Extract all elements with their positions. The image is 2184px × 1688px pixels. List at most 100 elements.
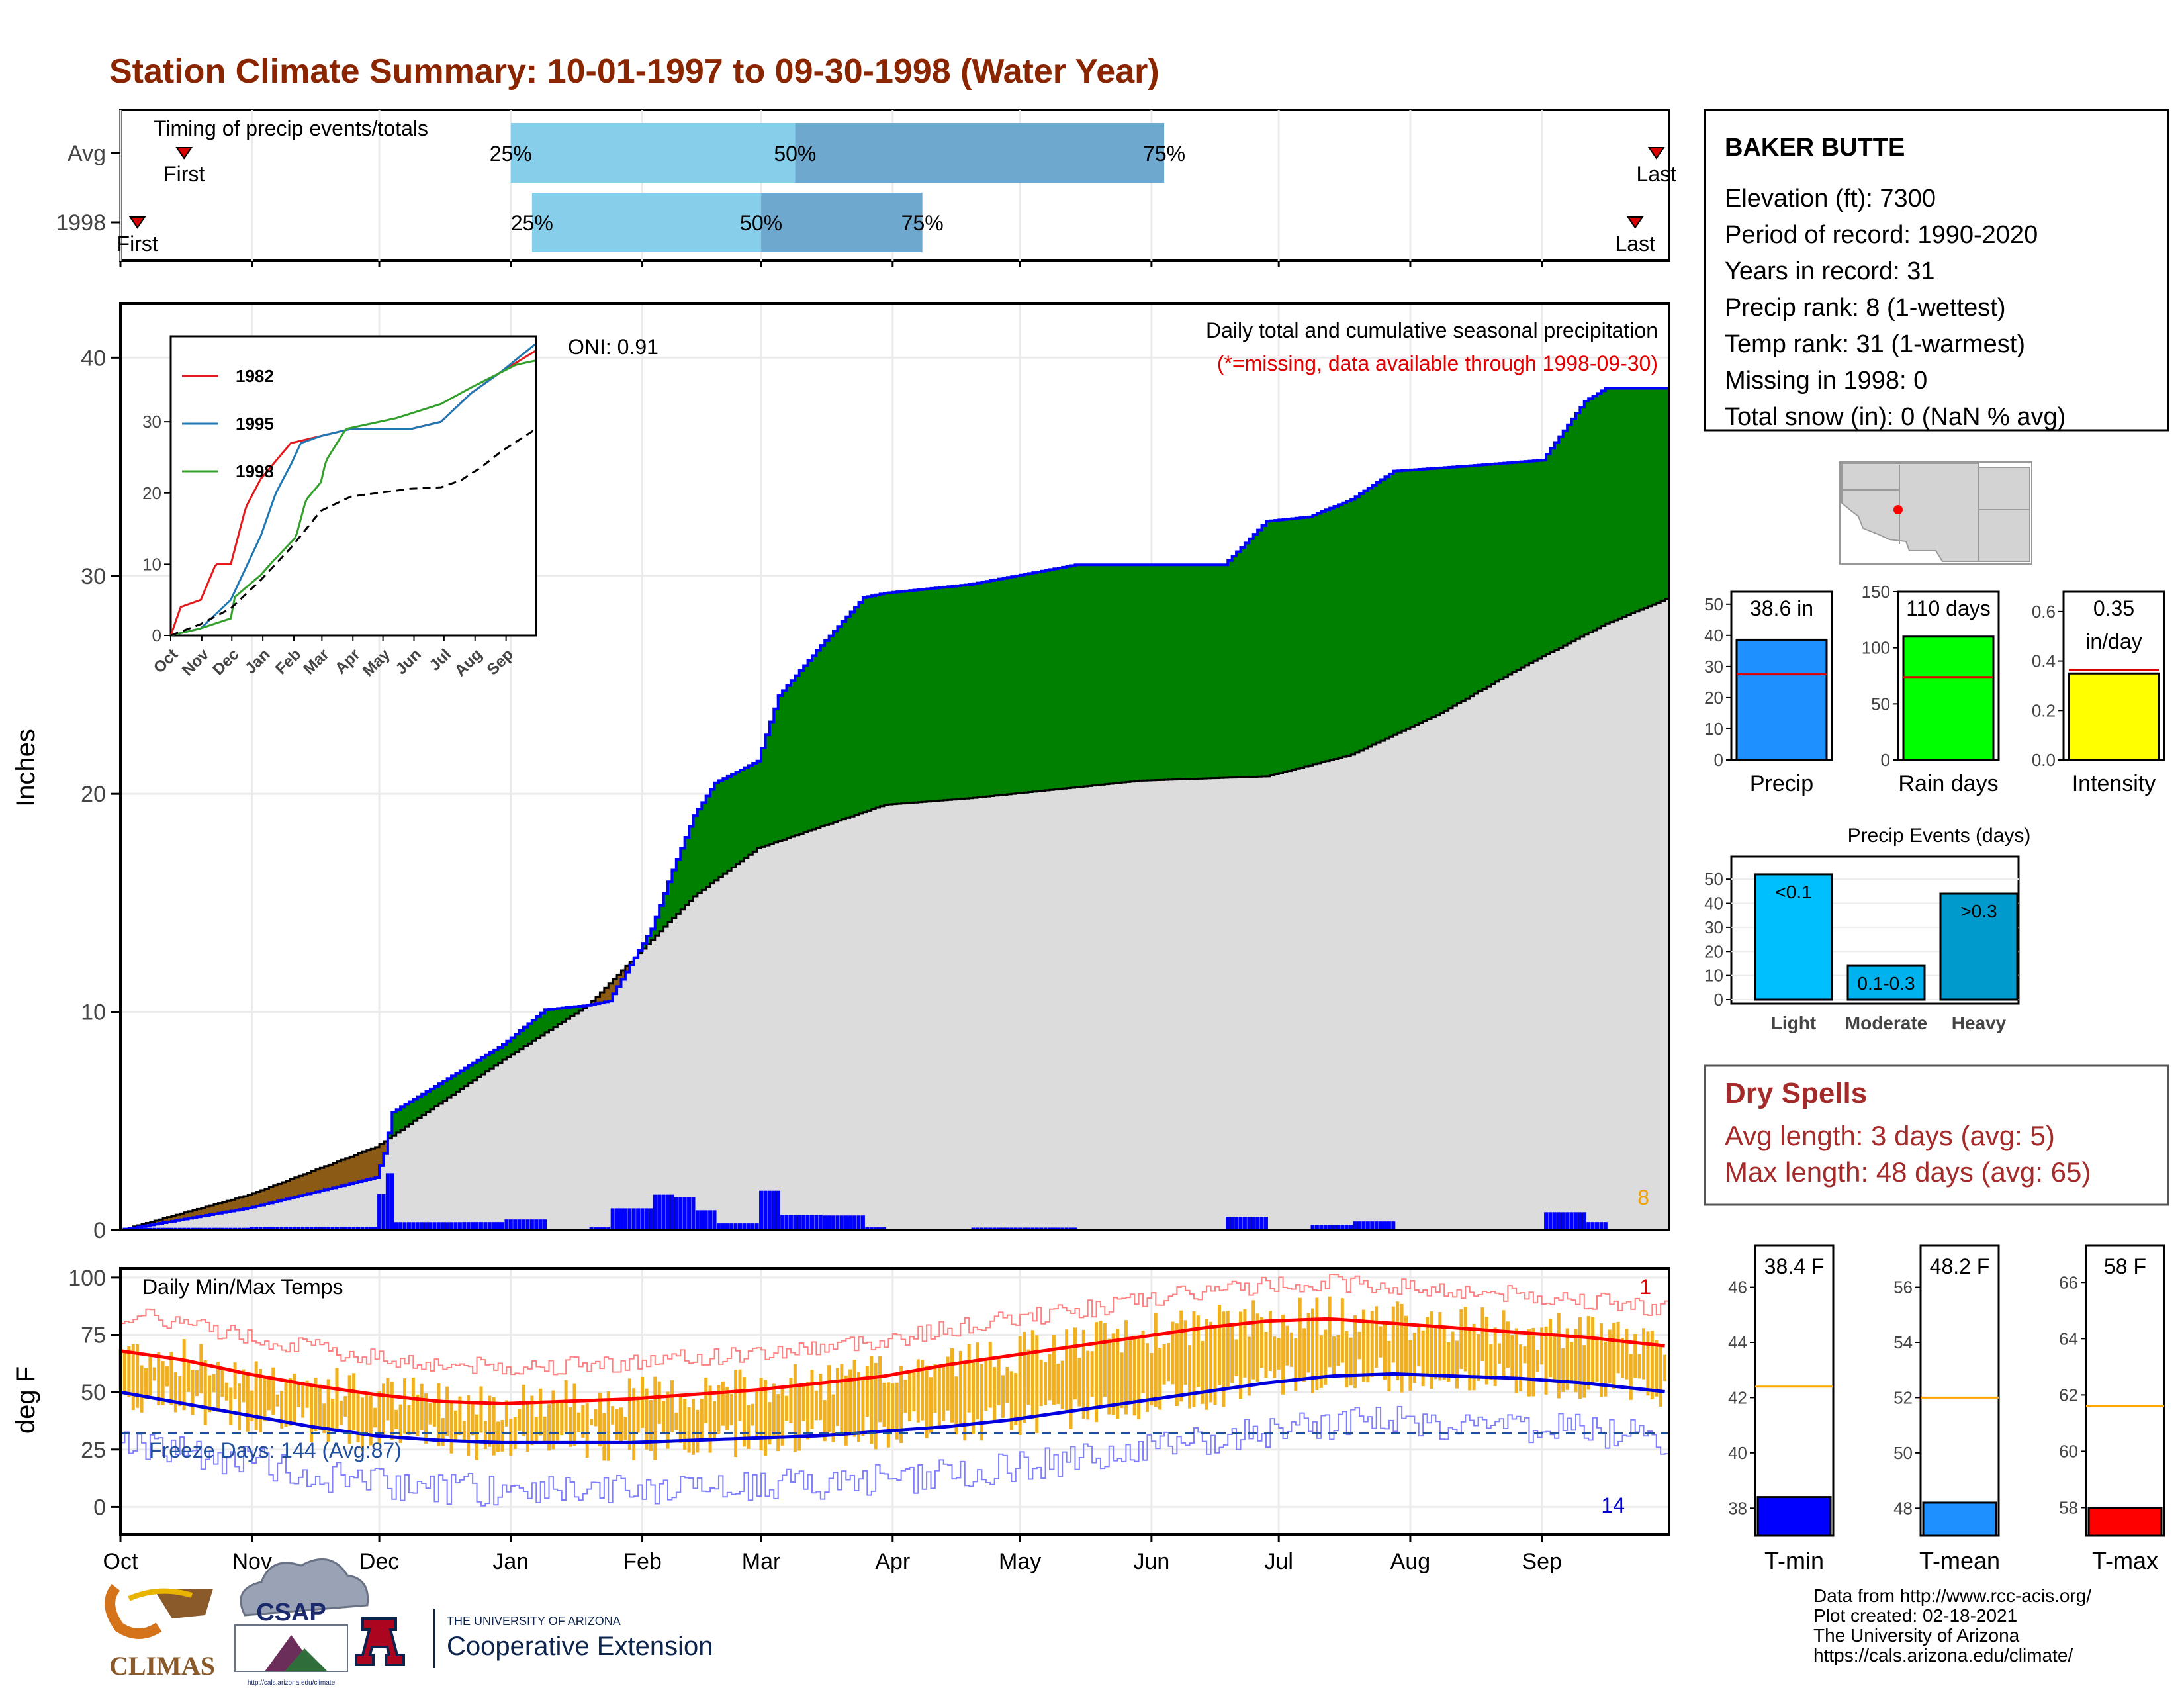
timing-heading: Timing of precip events/totals — [154, 117, 428, 140]
daily-precip-bar — [364, 1227, 369, 1230]
temp-panel: 0 25 50 75 100 Daily Min/Max Temps Freeze Da… — [11, 1266, 1670, 1536]
ua-small-text: THE UNIVERSITY OF ARIZONA — [447, 1615, 621, 1628]
daily-precip-bar — [844, 1215, 848, 1230]
daily-temp-bar — [1447, 1342, 1451, 1382]
daily-temp-bar — [1056, 1363, 1060, 1405]
daily-temp-bar — [857, 1372, 861, 1442]
mini-bar-ytick-label: 40 — [1704, 626, 1723, 645]
daily-precip-bar — [754, 1223, 759, 1230]
daily-temp-bar — [1179, 1310, 1183, 1402]
daily-temp-bar — [1506, 1321, 1510, 1368]
events-title: Precip Events (days) — [1848, 825, 2031, 847]
daily-precip-bar — [1349, 1225, 1353, 1230]
daily-precip-bar — [492, 1222, 496, 1230]
daily-temp-bar — [865, 1366, 869, 1417]
inset-ytick-label: 0 — [152, 626, 161, 645]
inset-legend-label: 1995 — [236, 414, 274, 434]
daily-temp-bar — [1060, 1360, 1064, 1410]
daily-temp-bar — [1375, 1306, 1379, 1368]
daily-precip-bar — [1379, 1221, 1383, 1230]
daily-temp-bar — [1158, 1348, 1162, 1410]
daily-temp-bar — [301, 1382, 305, 1418]
daily-temp-bar — [852, 1360, 856, 1437]
daily-temp-bar — [823, 1400, 827, 1442]
daily-temp-bar — [1565, 1328, 1569, 1390]
daily-temp-bar — [1451, 1331, 1455, 1376]
daily-temp-bar — [488, 1395, 492, 1447]
daily-precip-bar — [436, 1222, 441, 1230]
daily-precip-bar — [432, 1222, 437, 1230]
daily-precip-bar — [818, 1215, 823, 1230]
events-category-label: Heavy — [1952, 1013, 2007, 1033]
mini-bar-ytick-label: 10 — [1704, 719, 1723, 739]
timing-marker — [128, 216, 146, 229]
daily-temp-bar — [293, 1373, 296, 1424]
daily-temp-bar — [1361, 1309, 1365, 1382]
daily-precip-bar — [1328, 1225, 1332, 1230]
timing-quantile-label: 25% — [511, 211, 553, 235]
record-high-count: 1 — [1639, 1275, 1651, 1299]
daily-temp-bar — [772, 1383, 776, 1437]
inset-series-line — [170, 428, 536, 637]
daily-temp-bar — [738, 1369, 742, 1421]
daily-temp-bar — [958, 1350, 962, 1426]
temp-bar-ytick-label: 42 — [1728, 1387, 1747, 1407]
daily-temp-bar — [238, 1383, 242, 1431]
daily-temp-bar — [381, 1383, 385, 1437]
temp-bar-ytick-label: 56 — [1893, 1278, 1913, 1297]
temp-bar-ytick-label: 64 — [2059, 1329, 2078, 1348]
daily-temp-bar — [1336, 1335, 1340, 1366]
daily-temp-bar — [1302, 1328, 1306, 1382]
daily-precip-bar — [483, 1222, 488, 1230]
daily-temp-bar — [1030, 1330, 1034, 1420]
timing-first-label: First — [163, 162, 205, 186]
daily-temp-bar — [314, 1378, 318, 1432]
timing-quantile-label: 50% — [774, 142, 816, 165]
daily-temp-bar — [984, 1358, 988, 1411]
daily-temp-bar — [717, 1385, 721, 1434]
daily-precip-bar — [424, 1222, 428, 1230]
daily-precip-bar — [1340, 1225, 1345, 1230]
daily-temp-bar — [424, 1393, 428, 1444]
daily-precip-bar — [678, 1197, 683, 1230]
daily-temp-bar — [331, 1398, 335, 1429]
daily-precip-bar — [309, 1227, 314, 1230]
daily-temp-bar — [844, 1375, 848, 1446]
daily-precip-bar — [330, 1227, 335, 1230]
daily-precip-bar — [712, 1210, 717, 1230]
daily-temp-bar — [1277, 1338, 1281, 1370]
mini-bar-ytick-label: 0.2 — [2032, 700, 2056, 720]
daily-precip-bar — [466, 1222, 471, 1230]
daily-temp-bar — [445, 1386, 449, 1437]
daily-precip-bar — [377, 1194, 382, 1230]
daily-temp-bar — [1044, 1362, 1048, 1405]
daily-temp-bar — [1433, 1326, 1437, 1380]
events-ytick-label: 20 — [1704, 941, 1723, 961]
daily-temp-bar — [674, 1412, 678, 1430]
daily-temp-bar — [555, 1401, 559, 1441]
daily-temp-bar — [1171, 1321, 1175, 1385]
month-label: Jul — [1264, 1549, 1293, 1574]
daily-temp-bar — [208, 1375, 212, 1413]
daily-temp-bar — [1175, 1323, 1179, 1407]
daily-temp-bar — [789, 1378, 793, 1423]
daily-temp-bar — [356, 1390, 360, 1443]
station-location-marker — [1893, 505, 1903, 514]
month-label: Apr — [875, 1549, 910, 1574]
daily-temp-bar — [1222, 1311, 1226, 1407]
daily-precip-bar — [805, 1215, 810, 1230]
daily-precip-bar — [1586, 1222, 1591, 1230]
daily-precip-bar — [1544, 1212, 1549, 1230]
daily-temp-bar — [1273, 1336, 1277, 1378]
daily-temp-bar — [606, 1391, 610, 1461]
mini-bar-value-label: 110 days — [1906, 596, 1991, 620]
daily-precip-bar — [772, 1190, 776, 1230]
csap-logo: CSAP http://cals.arizona.edu/climate — [234, 1558, 369, 1687]
daily-precip-bar — [623, 1208, 627, 1230]
dry-spells-max: Max length: 48 days (avg: 65) — [1725, 1156, 2091, 1188]
timing-first-label: First — [117, 232, 158, 256]
daily-temp-bar — [1035, 1335, 1039, 1434]
daily-temp-bar — [1366, 1319, 1370, 1383]
daily-precip-bar — [1332, 1225, 1336, 1230]
daily-temp-bar — [1298, 1297, 1302, 1379]
